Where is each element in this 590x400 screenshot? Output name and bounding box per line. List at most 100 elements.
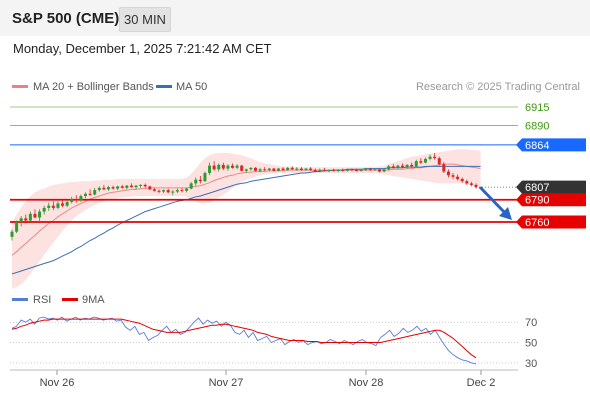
candle-body <box>286 167 290 171</box>
x-tick-label: Nov 28 <box>349 377 384 389</box>
level-label-6760: 6760 <box>525 217 549 229</box>
candle-body <box>309 168 313 171</box>
candle-body <box>65 201 69 206</box>
level-tag-6790 <box>516 193 586 207</box>
candle-body <box>28 213 32 221</box>
candle-body <box>143 184 147 187</box>
candle-body <box>70 199 74 202</box>
level-tag-6807 <box>516 180 586 194</box>
candle-body <box>465 181 469 184</box>
candle-body <box>111 187 115 189</box>
timeframe-badge[interactable]: 30 MIN <box>119 7 171 32</box>
candle-body <box>474 184 478 188</box>
candle-body <box>180 190 184 192</box>
rsi-tick-label: 70 <box>525 317 537 329</box>
candle-body <box>84 193 88 197</box>
rsi-legend-label: RSI <box>33 294 51 306</box>
candle-body <box>88 193 92 195</box>
candle-body <box>240 165 244 171</box>
candle-body <box>263 169 267 171</box>
candle-body <box>221 164 225 169</box>
candle-body <box>129 185 133 188</box>
level-label-6890: 6890 <box>525 121 549 133</box>
datetime-label: Monday, December 1, 2025 7:21:42 AM CET <box>13 41 272 56</box>
candle-body <box>157 190 161 192</box>
candle-body <box>42 207 46 212</box>
candle-body <box>396 165 400 168</box>
candle-body <box>414 161 418 167</box>
x-tick-label: Nov 26 <box>40 377 75 389</box>
level-tag-6760 <box>516 215 586 229</box>
candle-body <box>428 156 432 159</box>
candle-body <box>368 168 372 171</box>
candle-body <box>51 205 55 208</box>
candle-body <box>212 165 216 170</box>
candle-body <box>10 231 14 237</box>
bollinger-band-area <box>12 149 481 289</box>
candle-body <box>387 166 391 170</box>
candle-body <box>345 169 349 171</box>
candle-body <box>350 169 354 171</box>
candle-body <box>166 190 170 193</box>
header-bar: S&P 500 (CME) 30 MIN <box>0 0 590 36</box>
candle-body <box>299 168 303 171</box>
candle-body <box>290 167 294 170</box>
candle-body <box>382 169 386 172</box>
projection-arrow-line <box>478 186 509 217</box>
candle-body <box>79 196 83 201</box>
candle-body <box>61 203 65 206</box>
x-tick-label: Nov 27 <box>209 377 244 389</box>
rsi-tick-label: 50 <box>525 338 537 350</box>
ma-bb-legend-label: MA 20 + Bollinger Bands <box>33 81 154 93</box>
candle-body <box>295 168 299 170</box>
candle-body <box>185 188 189 191</box>
candle-body <box>253 167 257 171</box>
candle-body <box>469 183 473 185</box>
rsi-tick-label: 30 <box>525 358 537 370</box>
candle-body <box>281 168 285 171</box>
candle-body <box>231 165 235 168</box>
candle-body <box>272 168 276 171</box>
level-tag-6864 <box>516 138 586 152</box>
candle-body <box>249 167 253 170</box>
candle-body <box>33 213 37 218</box>
candle-body <box>56 203 60 208</box>
candle-body <box>198 179 202 182</box>
candle-body <box>364 168 368 171</box>
candle-body <box>341 170 345 172</box>
candle-body <box>442 164 446 172</box>
candle-body <box>217 164 221 170</box>
x-tick-label: Dec 2 <box>467 377 496 389</box>
candle-body <box>373 169 377 171</box>
candle-body <box>244 169 248 171</box>
candle-body <box>410 164 414 167</box>
candle-body <box>336 170 340 172</box>
candle-body <box>38 211 42 218</box>
candle-body <box>327 170 331 172</box>
candle-body <box>437 158 441 165</box>
level-label-6915: 6915 <box>525 102 549 114</box>
candle-body <box>276 168 280 171</box>
candle-body <box>400 165 404 168</box>
candle-body <box>304 168 308 171</box>
candle-body <box>125 185 129 188</box>
candle-body <box>175 190 179 192</box>
candle-body <box>15 222 19 232</box>
candle-body <box>391 166 395 168</box>
candle-body <box>451 175 455 177</box>
candle-body <box>148 186 152 190</box>
ma50-legend-label: MA 50 <box>176 81 207 93</box>
copyright-text: Research © 2025 Trading Central <box>416 81 580 93</box>
candle-body <box>19 218 23 222</box>
candle-body <box>93 190 97 195</box>
candle-body <box>171 191 175 193</box>
candle-body <box>359 170 363 172</box>
candle-body <box>24 218 28 221</box>
candle-body <box>208 165 212 174</box>
level-label-6807: 6807 <box>525 182 549 194</box>
candle-body <box>258 169 262 171</box>
candle-body <box>194 179 198 184</box>
candle-body <box>405 164 409 168</box>
candle-body <box>47 205 51 208</box>
